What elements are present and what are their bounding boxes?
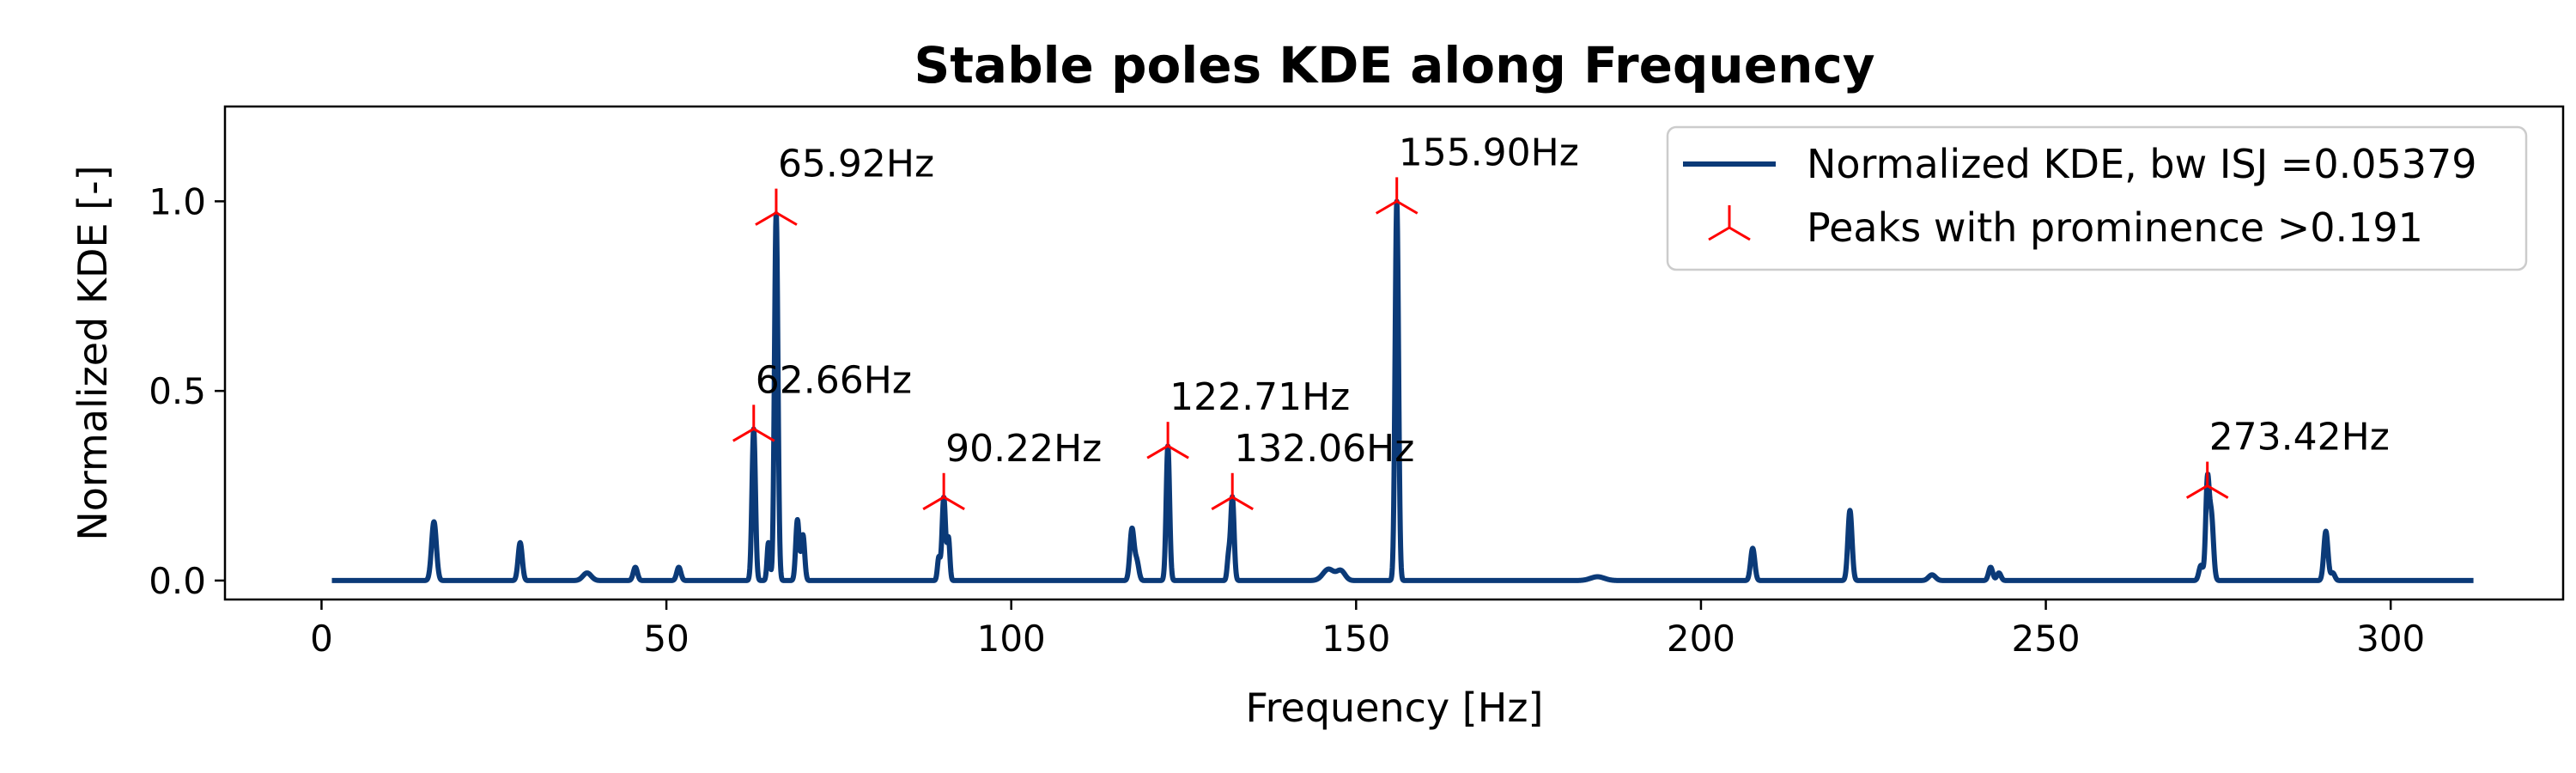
peak-label: 62.66Hz (756, 358, 912, 402)
x-tick-label: 0 (310, 618, 333, 660)
peak-marker (1211, 472, 1254, 511)
peak-marker (1375, 177, 1419, 215)
x-tick-label: 150 (1321, 618, 1390, 660)
peak-marker (1146, 422, 1189, 460)
x-tick-label: 200 (1667, 618, 1735, 660)
x-tick-label: 100 (977, 618, 1046, 660)
peak-marker (922, 472, 965, 511)
legend: Normalized KDE, bw ISJ =0.05379 Peaks wi… (1666, 125, 2528, 271)
peak-label: 122.71Hz (1170, 375, 1350, 419)
plot-area (329, 198, 2476, 583)
peak-label: 155.90Hz (1399, 131, 1579, 174)
peak-label: 65.92Hz (778, 143, 934, 186)
y-axis: 0.0 0.5 1.0 (149, 180, 225, 602)
y-axis-label: Normalized KDE [-] (70, 165, 116, 540)
y-tick-label: 1.0 (149, 180, 206, 222)
peak-marker (2185, 461, 2229, 499)
y-tick-label: 0.0 (149, 560, 206, 602)
peak-marker (732, 405, 775, 442)
x-tick-label: 250 (2011, 618, 2080, 660)
y-tick-label: 0.5 (149, 370, 206, 412)
kde-series-line (329, 198, 2476, 583)
x-tick-label: 300 (2356, 618, 2425, 660)
legend-label-kde: Normalized KDE, bw ISJ =0.05379 (1807, 141, 2477, 187)
legend-marker-peaks (1708, 205, 1751, 241)
plot-frame (223, 105, 2565, 601)
x-tick-label: 50 (643, 618, 689, 660)
x-axis: 0 50 100 150 200 250 300 (310, 600, 2425, 660)
peak-marker (755, 188, 798, 226)
peak-label: 90.22Hz (945, 427, 1102, 471)
peak-label: 132.06Hz (1234, 427, 1414, 471)
legend-label-peaks: Peaks with prominence >0.191 (1807, 204, 2423, 251)
peak-label: 273.42Hz (2209, 416, 2390, 460)
x-axis-label: Frequency [Hz] (1246, 685, 1544, 731)
legend-box (1666, 125, 2528, 271)
chart-title: Stable poles KDE along Frequency (914, 36, 1874, 94)
